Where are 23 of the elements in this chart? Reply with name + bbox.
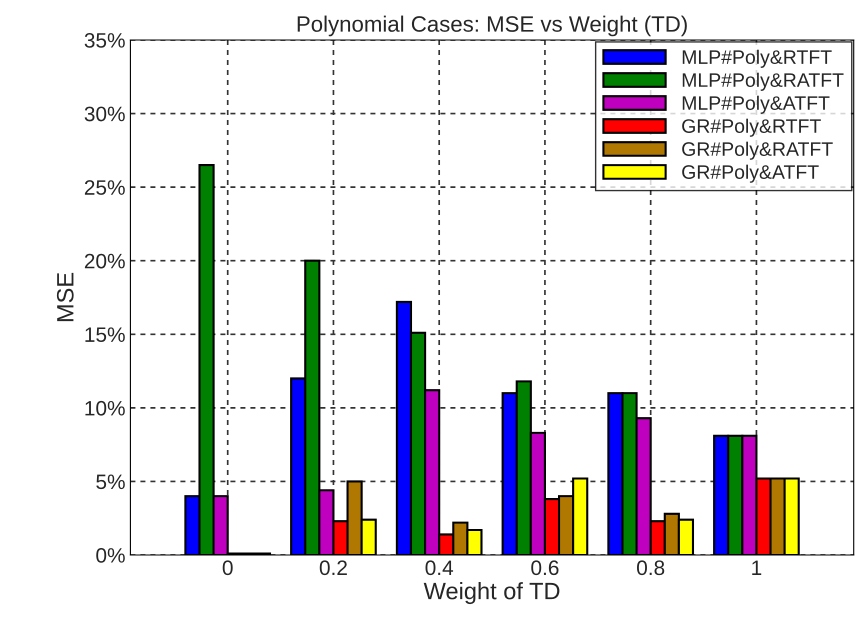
x-tick-label: 0.2	[320, 560, 347, 576]
legend-label: MLP#Poly&ATFT	[682, 96, 830, 114]
y-tick-label: 10%	[85, 400, 125, 416]
y-tick-label: 20%	[84, 254, 125, 268]
x-tick-label: 1	[752, 560, 762, 575]
y-tick-label: 30%	[84, 106, 125, 122]
legend-label: MLP#Poly&RATFT	[682, 72, 844, 91]
legend-label: GR#Poly&RTFT	[682, 118, 821, 137]
y-tick-label: 0%	[96, 548, 125, 563]
legend-label: GR#Poly&RATFT	[682, 142, 833, 160]
legend-label: MLP#Poly&RTFT	[682, 50, 832, 68]
x-tick-label: 0.6	[531, 560, 558, 576]
legend-label: GR#Poly&ATFT	[682, 164, 819, 183]
chart-title: Polynomial Cases: MSE vs Weight (TD)	[298, 16, 687, 36]
y-tick-label: 25%	[84, 180, 125, 195]
x-tick-label: 0	[222, 560, 233, 576]
x-axis-title: Weight of TD	[424, 582, 560, 604]
y-axis-title: MSE	[56, 272, 74, 322]
x-tick-label: 0.4	[426, 560, 454, 576]
y-tick-label: 5%	[96, 474, 125, 490]
x-tick-label: 0.8	[637, 560, 664, 576]
y-tick-label: 15%	[85, 327, 125, 342]
y-tick-label: 35%	[84, 33, 125, 48]
